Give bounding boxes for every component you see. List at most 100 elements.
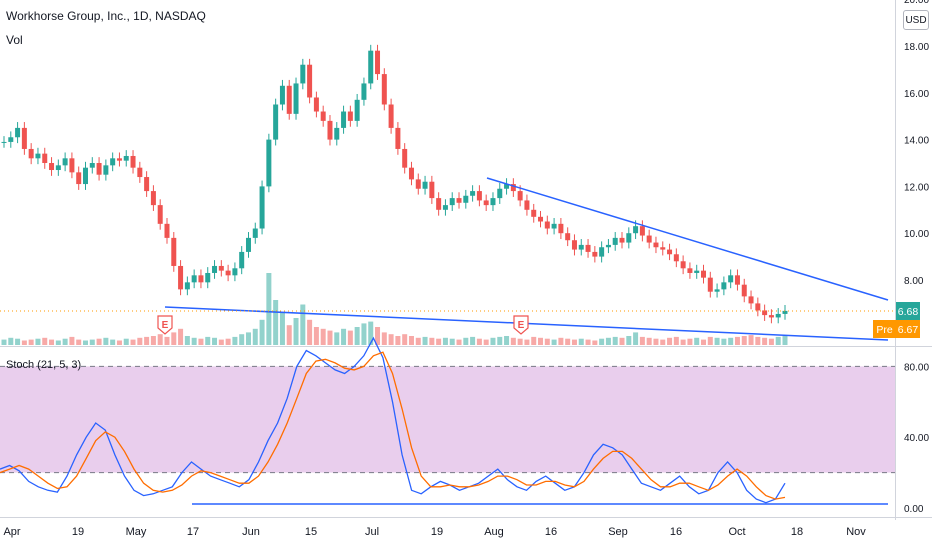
volume-bar (82, 340, 88, 345)
pre-tag: Pre (876, 324, 893, 336)
price-tick-label: 14.00 (904, 136, 929, 147)
candle (35, 153, 41, 159)
candle (8, 137, 14, 142)
candle (707, 277, 713, 292)
time-tick-label: 19 (72, 526, 84, 538)
candle (21, 127, 27, 149)
candle (259, 186, 265, 229)
volume-bar (714, 337, 720, 345)
volume-bar (578, 338, 584, 345)
candle (673, 254, 679, 262)
volume-bar (293, 318, 299, 345)
candle (252, 228, 258, 238)
candle (42, 153, 48, 163)
candle (293, 83, 299, 114)
volume-bar (531, 336, 537, 345)
chart-title: Workhorse Group, Inc., 1D, NASDAQ (6, 9, 206, 23)
stoch-d-line (0, 351, 786, 500)
volume-bar (626, 336, 632, 345)
candle (667, 249, 673, 255)
candle (449, 198, 455, 206)
candle (436, 198, 442, 210)
volume-bar (103, 337, 109, 345)
volume-bar (35, 338, 41, 345)
candle (341, 111, 347, 128)
volume-bar (612, 336, 618, 345)
time-tick-label: 19 (431, 526, 443, 538)
pre-price-bg (896, 320, 920, 338)
candle (768, 315, 774, 318)
volume-bar (266, 273, 272, 345)
volume-bar (408, 336, 414, 345)
candle (375, 50, 381, 75)
volume-bar (585, 339, 591, 345)
candle (646, 235, 652, 243)
candle (476, 191, 482, 201)
candle (728, 275, 734, 283)
volume-bar (497, 336, 503, 345)
volume-bar (422, 336, 428, 345)
time-tick-label: 18 (791, 526, 803, 538)
candle (198, 275, 204, 283)
candle (178, 265, 184, 290)
volume-bar (768, 338, 774, 345)
volume-bar (252, 328, 258, 345)
candle (96, 163, 102, 175)
candle (89, 163, 95, 168)
time-tick-label: 17 (187, 526, 199, 538)
volume-bar (470, 336, 476, 345)
candle (558, 223, 564, 234)
candle (470, 191, 476, 196)
volume-bar (62, 338, 68, 345)
price-tick-label: 10.00 (904, 229, 929, 240)
candle (524, 200, 530, 210)
candle (164, 223, 170, 238)
volume-bar (15, 338, 21, 345)
time-tick-label: Jun (242, 526, 260, 538)
volume-bar (442, 337, 448, 345)
candle (633, 226, 639, 234)
candle (388, 104, 394, 128)
volume-bar (300, 304, 306, 345)
volume-bar (144, 336, 150, 345)
volume-bar (463, 337, 469, 345)
volume-bar (307, 319, 313, 345)
volume-bar (483, 339, 489, 345)
candle (619, 237, 625, 243)
candle (381, 74, 387, 105)
earnings-icon (157, 315, 173, 335)
volume-bar (599, 338, 605, 345)
volume-bar (110, 339, 116, 345)
volume-bar (375, 327, 381, 345)
candle (157, 205, 163, 224)
candle (320, 111, 326, 121)
candle (171, 237, 177, 266)
volume-bar (8, 337, 14, 345)
volume-bar (707, 336, 713, 345)
time-tick-label: Oct (728, 526, 745, 538)
earnings-label: E (162, 320, 169, 331)
candle (218, 265, 224, 271)
volume-bar (395, 336, 401, 345)
candle (307, 64, 313, 98)
candle (225, 270, 231, 276)
candle (701, 270, 707, 278)
candle (497, 188, 503, 199)
candle (748, 296, 754, 304)
volume-bar (680, 339, 686, 345)
candle (395, 127, 401, 149)
candle (442, 205, 448, 210)
candle (755, 303, 761, 311)
candle (232, 268, 238, 276)
volume-bar (490, 337, 496, 345)
volume-bar (510, 337, 516, 345)
candle (422, 181, 428, 189)
currency-label[interactable]: USD (903, 10, 929, 30)
volume-bar (701, 339, 707, 345)
volume-bar (687, 338, 693, 345)
candle (775, 313, 781, 318)
price-tick-label: 12.00 (904, 182, 929, 193)
volume-bar (558, 337, 564, 345)
